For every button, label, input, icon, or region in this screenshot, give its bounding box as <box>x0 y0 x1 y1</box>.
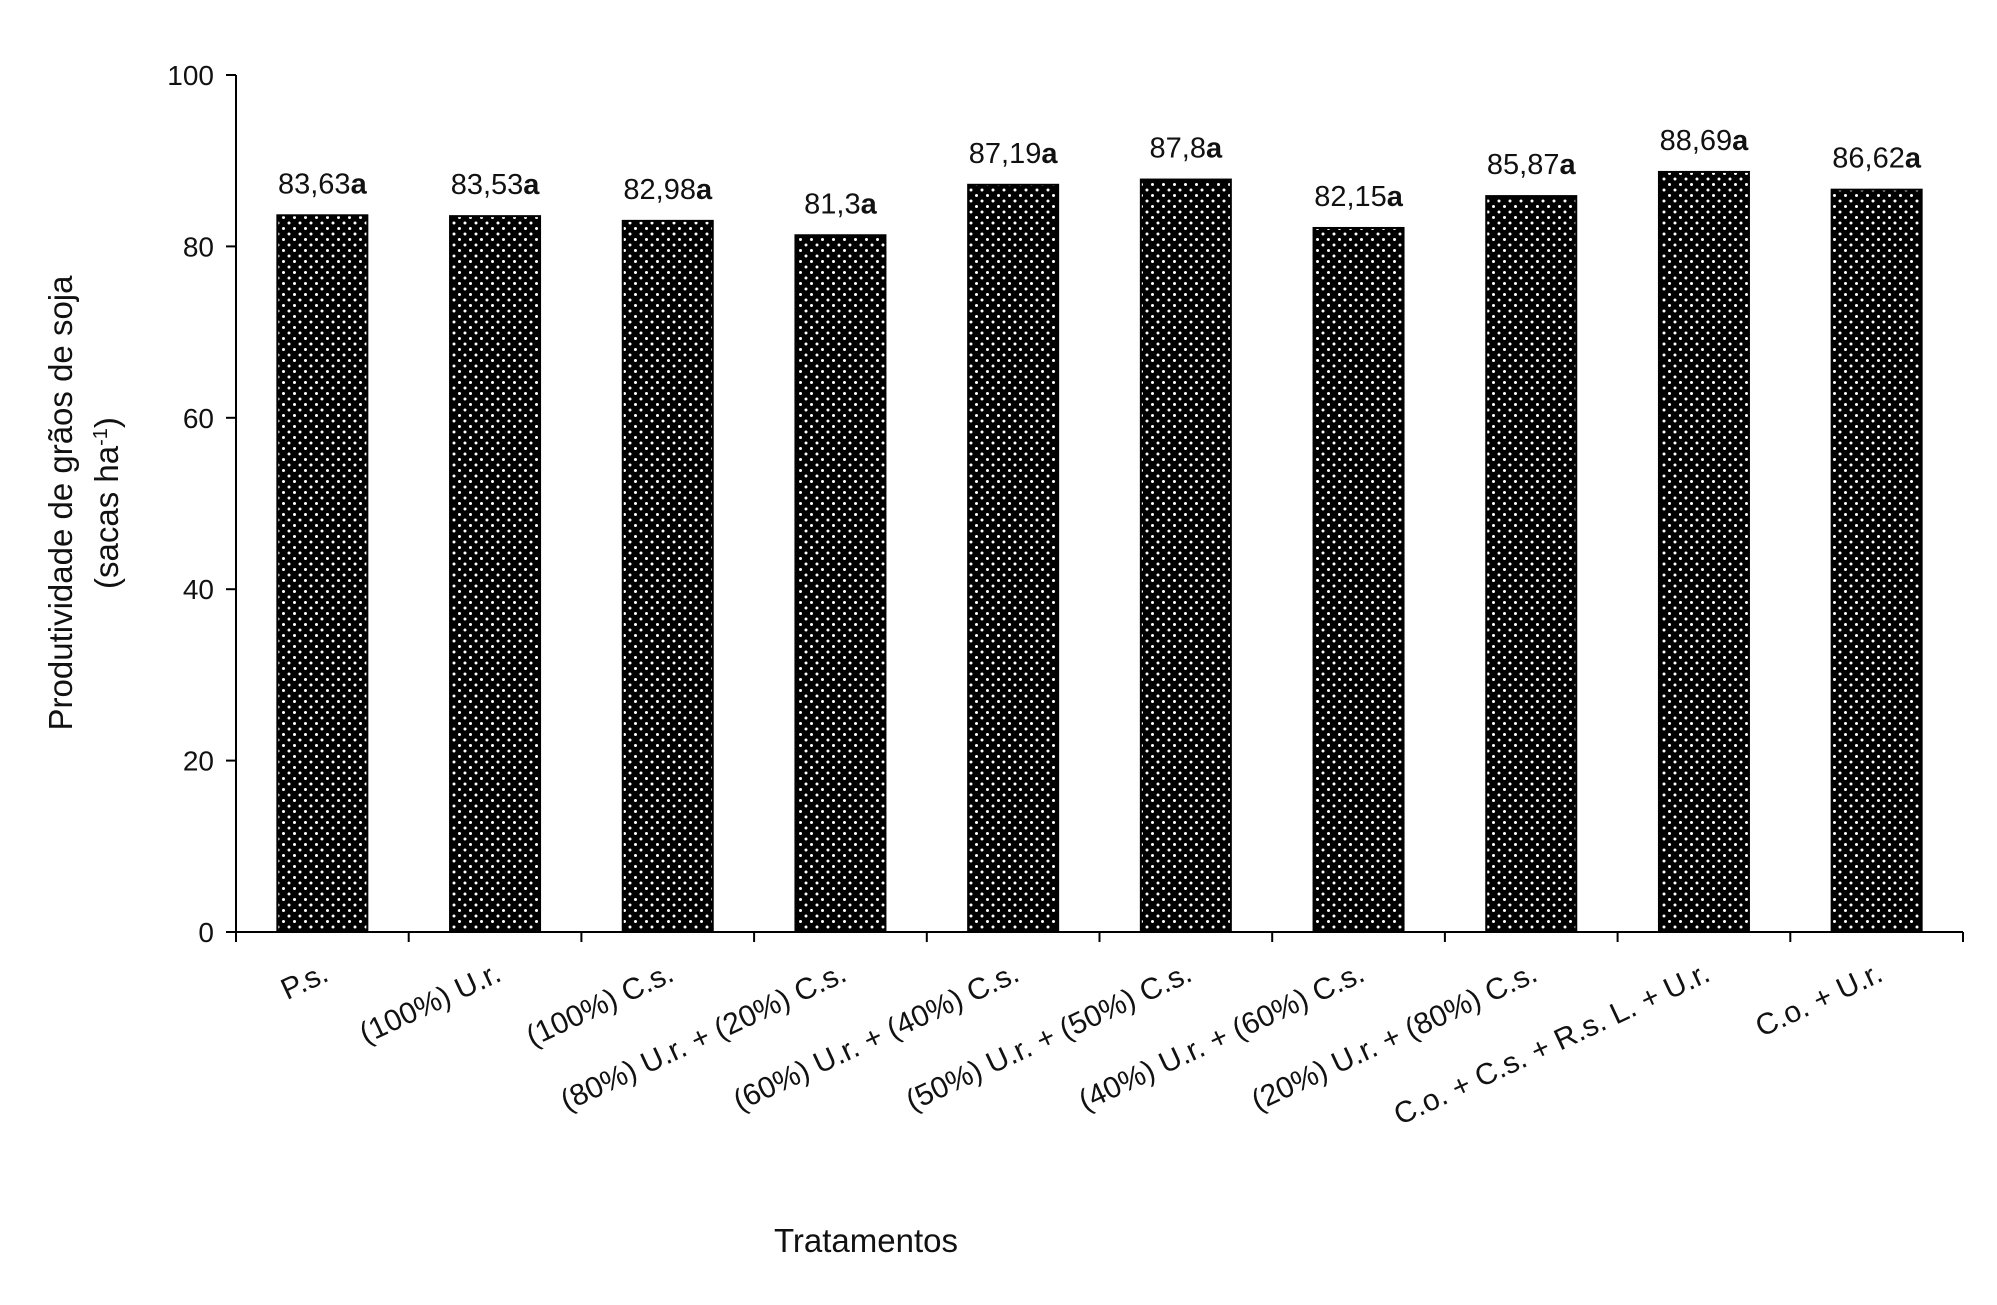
bar-8 <box>1485 195 1578 933</box>
bar-4 <box>794 234 887 934</box>
y-tick-label-60: 60 <box>183 403 214 434</box>
data-label-8: 85,87a <box>1487 149 1577 181</box>
category-label-1: P.s. <box>276 956 333 1006</box>
y-tick-label-100: 100 <box>167 60 214 91</box>
data-label-5: 87,19a <box>969 138 1059 170</box>
data-label-value: 82,98 <box>623 174 696 206</box>
bar-2 <box>449 215 542 934</box>
significance-letter: a <box>861 188 878 220</box>
bars-layer <box>276 170 1923 934</box>
data-label-value: 86,62 <box>1832 143 1905 175</box>
bar-7 <box>1312 226 1405 934</box>
y-axis-title-line1: Produtividade de grãos de soja <box>42 275 79 731</box>
data-label-3: 82,98a <box>623 174 713 206</box>
significance-letter: a <box>1041 138 1058 170</box>
significance-letter: a <box>696 174 713 206</box>
data-label-7: 82,15a <box>1314 181 1404 213</box>
y-axis-title-close: ) <box>88 417 125 428</box>
y-axis-title-line2: (sacas ha-1) <box>88 417 125 589</box>
bar-9 <box>1657 170 1750 933</box>
data-label-1: 83,63a <box>278 168 368 200</box>
category-label-8: (20%) U.r. + (80%) C.s. <box>1246 956 1542 1117</box>
y-tick-label-40: 40 <box>183 574 214 605</box>
data-label-value: 87,19 <box>969 138 1042 170</box>
data-label-value: 81,3 <box>804 188 860 220</box>
bar-5 <box>967 183 1060 934</box>
data-label-value: 82,15 <box>1314 181 1387 213</box>
bar-1 <box>276 214 369 933</box>
y-axis-title-unit: (sacas ha <box>88 445 125 589</box>
data-label-4: 81,3a <box>804 188 877 220</box>
bar-6 <box>1139 178 1232 933</box>
category-label-2: (100%) U.r. <box>355 956 506 1050</box>
y-tick-label-80: 80 <box>183 231 214 262</box>
category-label-7: (40%) U.r. + (60%) C.s. <box>1074 956 1370 1117</box>
significance-letter: a <box>1732 125 1749 157</box>
bar-10 <box>1830 188 1923 933</box>
data-label-2: 83,53a <box>451 169 541 201</box>
significance-letter: a <box>1206 133 1223 165</box>
significance-letter: a <box>523 169 540 201</box>
data-label-6: 87,8a <box>1150 133 1223 165</box>
data-label-value: 88,69 <box>1660 125 1733 157</box>
axes-layer <box>226 74 1964 942</box>
category-label-4: (80%) U.r. + (20%) C.s. <box>556 956 852 1117</box>
y-tick-label-20: 20 <box>183 746 214 777</box>
y-tick-label-0: 0 <box>198 917 214 948</box>
data-label-value: 83,63 <box>278 168 351 200</box>
bar-3 <box>621 219 714 934</box>
category-label-6: (50%) U.r. + (50%) C.s. <box>901 956 1197 1117</box>
data-label-value: 85,87 <box>1487 149 1560 181</box>
category-label-10: C.o. + U.r. <box>1751 956 1888 1043</box>
data-label-value: 87,8 <box>1150 133 1206 165</box>
y-axis-title-exponent: -1 <box>90 428 112 446</box>
x-axis-title: Tratamentos <box>774 1222 958 1259</box>
data-label-value: 83,53 <box>451 169 524 201</box>
significance-letter: a <box>1559 149 1576 181</box>
y-axis-title: Produtividade de grãos de soja (sacas ha… <box>42 275 125 731</box>
significance-letter: a <box>351 168 368 200</box>
category-label-9: C.o. + C.s. + R.s. L. + U.r. <box>1389 956 1715 1131</box>
data-label-10: 86,62a <box>1832 143 1922 175</box>
significance-letter: a <box>1387 181 1404 213</box>
category-label-5: (60%) U.r. + (40%) C.s. <box>728 956 1024 1117</box>
category-label-3: (100%) C.s. <box>521 956 678 1053</box>
data-label-9: 88,69a <box>1660 125 1750 157</box>
significance-letter: a <box>1905 143 1922 175</box>
